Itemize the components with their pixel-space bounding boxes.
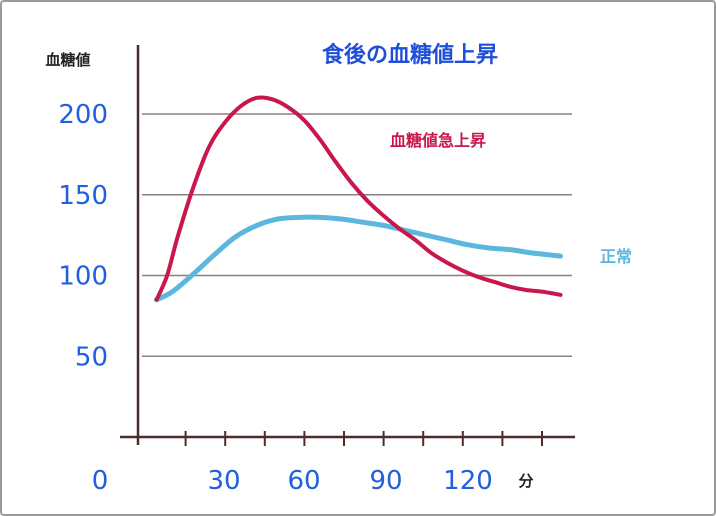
y-tick-label-100: 100 <box>58 262 108 292</box>
series-line-spike <box>154 95 563 302</box>
y-axis-title: 血糖値 <box>45 51 90 69</box>
series-layer <box>154 95 563 303</box>
series-label-normal: 正常 <box>600 247 632 266</box>
grid-layer <box>142 113 572 357</box>
x-tick-label-60: 60 <box>287 466 320 496</box>
y-tick-label-150: 150 <box>58 181 108 211</box>
x-tick-label-30: 30 <box>207 466 240 496</box>
x-tick-label-90: 90 <box>369 466 402 496</box>
y-tick-label-50: 50 <box>75 342 108 372</box>
x-axis-unit: 分 <box>518 472 533 490</box>
y-tick-label-200: 200 <box>58 100 108 130</box>
series-line-normal <box>154 214 563 303</box>
axis-layer <box>120 45 575 446</box>
chart-title: 食後の血糖値上昇 <box>322 42 498 68</box>
x-tick-label-120: 120 <box>443 466 493 496</box>
x-tick-label-0: 0 <box>92 466 109 496</box>
series-label-spike: 血糖値急上昇 <box>390 131 486 150</box>
